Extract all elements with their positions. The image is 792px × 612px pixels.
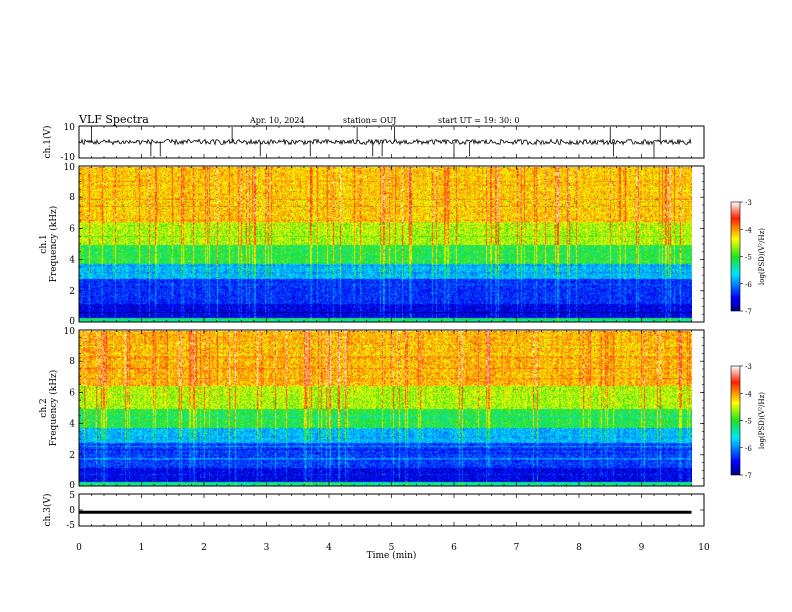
colorbar-tick-label: -6	[745, 281, 752, 289]
y-tick-label: 5	[69, 491, 75, 501]
x-tick-label: 5	[389, 543, 395, 553]
colorbar-tick-label: -7	[745, 308, 752, 316]
ch1-colorbar	[730, 201, 741, 312]
x-tick-label: 9	[639, 543, 645, 553]
colorbar-tick-label: -3	[745, 363, 752, 371]
y-tick-label: -10	[61, 153, 76, 163]
y-axis-label: ch.2	[39, 398, 49, 417]
y-tick-label: 0	[69, 481, 75, 491]
start-time-label: start UT = 19: 30: 0	[438, 116, 519, 125]
y-axis-label-2: Frequency (kHz)	[48, 370, 59, 447]
colorbar-tick-label: -6	[745, 445, 752, 453]
y-tick-label: 10	[64, 327, 76, 337]
y-tick-label: 4	[69, 256, 75, 266]
ch2-colorbar	[730, 365, 741, 476]
y-tick-label: 8	[69, 193, 75, 203]
x-tick-label: 6	[451, 543, 457, 553]
station-label: station= OUJ	[343, 116, 396, 125]
y-tick-label: 2	[69, 451, 75, 461]
y-tick-label: 6	[69, 224, 75, 234]
ch2-spectrogram-image	[79, 331, 692, 486]
y-tick-label: 10	[64, 163, 76, 173]
y-tick-label: 2	[69, 287, 75, 297]
y-tick-label: -5	[66, 521, 75, 531]
y-axis-label-2: Frequency (kHz)	[48, 206, 59, 283]
colorbar-tick-label: -5	[745, 418, 752, 426]
colorbar-tick-label: -4	[745, 390, 752, 398]
x-tick-label: 1	[139, 543, 145, 553]
x-tick-label: 0	[76, 543, 82, 553]
x-axis-label: Time (min)	[367, 550, 417, 561]
x-tick-label: 3	[264, 543, 270, 553]
y-tick-label: 10	[64, 123, 76, 133]
panel-frame-4	[78, 493, 705, 527]
colorbar-label: log(PSD)(V²/Hz)	[758, 392, 766, 449]
ch1-spectrogram-image	[79, 167, 692, 322]
colorbar-tick-label: -7	[745, 472, 752, 480]
y-axis-label: ch.3(V)	[42, 494, 53, 527]
x-tick-label: 2	[201, 543, 207, 553]
figure-title: VLF Spectra	[78, 113, 149, 126]
y-axis-label: ch.1(V)	[42, 126, 53, 159]
ch1-trace	[78, 137, 692, 146]
x-tick-label: 10	[698, 543, 710, 553]
y-tick-label: 8	[69, 357, 75, 367]
y-tick-label: 0	[69, 317, 75, 327]
y-tick-label: 4	[69, 420, 75, 430]
colorbar-tick-label: -5	[745, 254, 752, 262]
y-tick-label: 6	[69, 388, 75, 398]
colorbar-tick-label: -4	[745, 226, 752, 234]
colorbar-label: log(PSD)(V²/Hz)	[758, 228, 766, 285]
colorbar-tick-label: -3	[745, 199, 752, 207]
x-tick-label: 8	[576, 543, 582, 553]
date-label: Apr. 10, 2024	[249, 116, 305, 125]
y-axis-label: ch.1	[39, 234, 49, 253]
x-tick-label: 4	[326, 543, 332, 553]
y-tick-label: 0	[69, 506, 75, 516]
x-tick-label: 7	[514, 543, 520, 553]
